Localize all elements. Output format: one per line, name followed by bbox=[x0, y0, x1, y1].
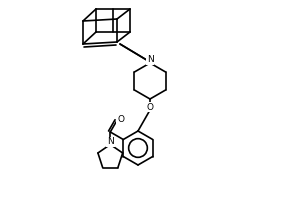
Text: N: N bbox=[107, 138, 114, 146]
Text: O: O bbox=[117, 115, 124, 124]
Text: N: N bbox=[147, 55, 153, 64]
Text: O: O bbox=[146, 102, 154, 112]
